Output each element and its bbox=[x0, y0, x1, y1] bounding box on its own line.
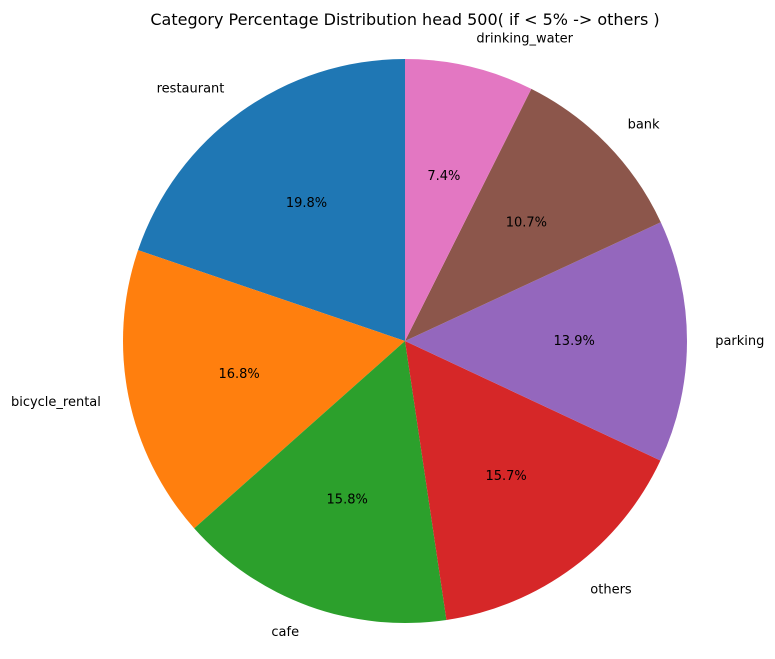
slice-percent-cafe: 15.8% bbox=[327, 493, 368, 508]
pie-slice-bank bbox=[405, 88, 661, 341]
pie-slice-others bbox=[405, 341, 661, 620]
slice-percent-parking: 13.9% bbox=[554, 334, 595, 349]
slice-percent-bank: 10.7% bbox=[506, 216, 547, 231]
slice-percent-others: 15.7% bbox=[485, 469, 526, 484]
pie-labels: restaurant 19.8% bicycle_rental 16.8% cafe 15… bbox=[11, 32, 764, 640]
pie-slice-bicycle-rental bbox=[122, 250, 406, 529]
pie-slice-cafe bbox=[194, 341, 447, 624]
slice-label-drinking-water: drinking_water bbox=[476, 32, 573, 47]
slice-label-others: others bbox=[590, 582, 632, 597]
slice-percent-restaurant: 19.8% bbox=[286, 196, 327, 211]
pie-slice-restaurant bbox=[138, 59, 405, 341]
slice-label-bicycle-rental: bicycle_rental bbox=[11, 395, 101, 410]
slice-label-parking: parking bbox=[715, 334, 764, 349]
slice-label-restaurant: restaurant bbox=[157, 81, 225, 96]
pie-slices bbox=[122, 59, 688, 624]
slice-label-cafe: cafe bbox=[271, 625, 299, 640]
chart-title: Category Percentage Distribution head 50… bbox=[150, 10, 659, 29]
slice-percent-drinking-water: 7.4% bbox=[427, 169, 460, 184]
pie-slice-parking bbox=[405, 222, 688, 461]
pie-slice-drinking-water bbox=[405, 59, 532, 341]
slice-label-bank: bank bbox=[628, 117, 660, 132]
slice-percent-bicycle-rental: 16.8% bbox=[218, 367, 259, 382]
